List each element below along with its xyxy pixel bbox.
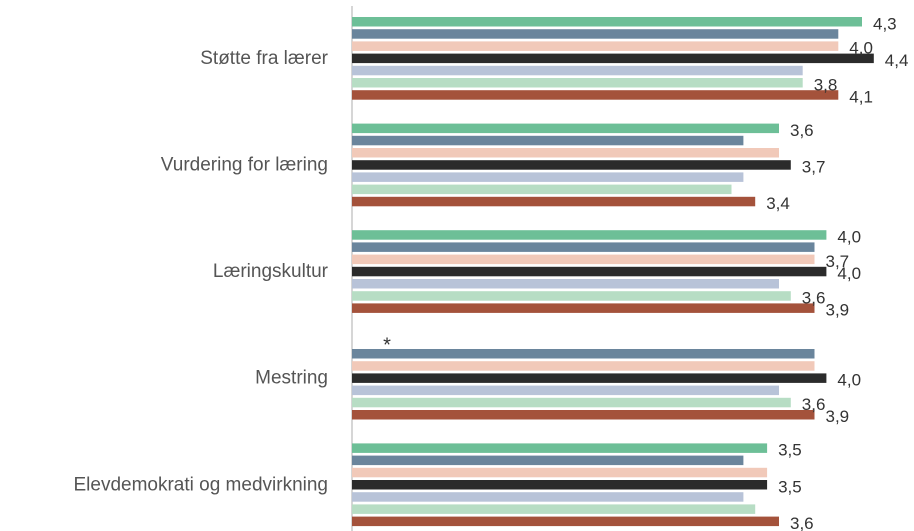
bar-1-series-7 — [352, 90, 839, 100]
data-label: 3,5 — [778, 441, 802, 460]
category-label: Læringskultur — [213, 261, 329, 282]
bar-4-series-7 — [352, 410, 815, 420]
category-label: Vurdering for læring — [161, 154, 328, 175]
bar-2-series-3 — [352, 148, 779, 158]
bar-3-series-7 — [352, 303, 815, 313]
category-label: Elevdemokrati og medvirkning — [73, 474, 328, 495]
bar-1-series-2 — [352, 29, 839, 39]
bar-3-series-1 — [352, 230, 827, 240]
bar-3-series-2 — [352, 242, 815, 252]
data-label: 4,0 — [837, 264, 861, 283]
category-label: Støtte fra lærer — [200, 48, 328, 69]
bar-2-series-1 — [352, 123, 779, 134]
bar-4-series-3 — [352, 361, 815, 371]
data-label: 3,9 — [826, 301, 850, 320]
bar-2-series-5 — [352, 172, 744, 182]
bar-2-series-2 — [352, 135, 744, 146]
bar-5-series-6 — [352, 504, 756, 514]
data-label: 3,8 — [814, 75, 838, 94]
bar-4-series-2 — [352, 349, 815, 359]
bar-2-series-7 — [352, 196, 756, 207]
data-label: 4,4 — [885, 51, 909, 70]
data-label: 3,4 — [766, 194, 790, 213]
bar-3-series-3 — [352, 254, 815, 265]
data-label: 3,5 — [778, 477, 802, 496]
bar-5-series-2 — [352, 455, 744, 466]
bar-4-series-5 — [352, 385, 779, 396]
data-label: 3,9 — [826, 407, 850, 426]
bar-5-series-3 — [352, 467, 768, 478]
bar-1-series-6 — [352, 78, 803, 88]
data-label: 3,6 — [802, 395, 826, 414]
data-label: 3,7 — [826, 252, 850, 271]
bar-5-series-5 — [352, 492, 744, 502]
data-label: 3,6 — [790, 121, 814, 140]
data-label: 4,0 — [837, 371, 861, 390]
data-label: 4,1 — [849, 87, 873, 106]
bar-5-series-4 — [352, 480, 768, 490]
bar-5-series-7 — [352, 516, 779, 527]
bar-1-series-5 — [352, 65, 803, 76]
bar-1-series-4 — [352, 53, 874, 64]
bar-1-series-3 — [352, 41, 839, 51]
data-label: 4,0 — [837, 227, 861, 246]
bar-2-series-6 — [352, 184, 732, 195]
bar-3-series-6 — [352, 291, 791, 301]
bars-group — [352, 17, 874, 527]
bar-3-series-5 — [352, 279, 779, 289]
bar-4-series-4 — [352, 373, 827, 383]
data-label: 4,0 — [849, 39, 873, 58]
data-label: 3,6 — [790, 514, 814, 531]
bar-3-series-4 — [352, 266, 827, 277]
bar-2-series-4 — [352, 160, 791, 170]
labels-group: Støtte fra lærer Vurdering for læring Læri… — [73, 14, 908, 531]
category-label: Mestring — [255, 368, 328, 389]
bar-1-series-1 — [352, 17, 862, 27]
data-label: 4,3 — [873, 14, 897, 33]
data-label: 3,6 — [802, 288, 826, 307]
missing-value-note: * — [383, 335, 391, 357]
data-label: 3,7 — [802, 157, 826, 176]
bar-5-series-1 — [352, 443, 768, 453]
bar-4-series-6 — [352, 397, 791, 408]
